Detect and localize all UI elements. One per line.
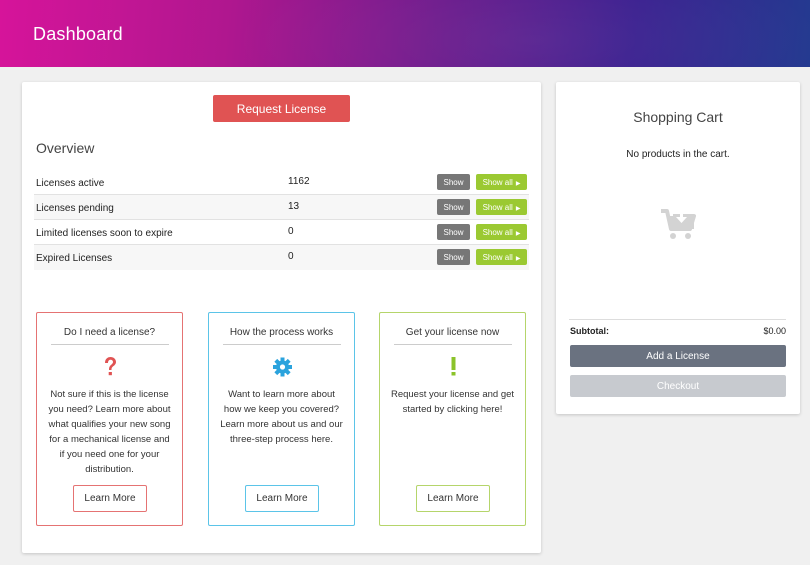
cart-title: Shopping Cart	[633, 109, 723, 125]
cart-empty-message: No products in the cart.	[626, 149, 730, 160]
gear-icon	[209, 355, 354, 379]
info-box-title: Get your license now	[405, 327, 500, 338]
row-value: 0	[288, 226, 294, 237]
row-value: 0	[288, 251, 294, 262]
divider	[394, 344, 512, 345]
exclamation-icon	[380, 355, 525, 379]
shopping-cart-panel: Shopping Cart No products in the cart. S…	[556, 82, 800, 414]
learn-more-button[interactable]: Learn More	[245, 485, 319, 512]
show-all-button[interactable]: Show all ▶	[476, 249, 527, 265]
main-card: Request License Overview Licenses active…	[22, 82, 541, 553]
info-box-title: How the process works	[229, 327, 334, 338]
question-icon	[37, 355, 182, 379]
checkout-button[interactable]: Checkout	[570, 375, 786, 397]
caret-right-icon: ▶	[515, 255, 521, 262]
row-label: Licenses active	[36, 178, 105, 189]
show-all-label: Show all	[482, 202, 513, 212]
cart-download-icon	[659, 207, 697, 241]
divider	[569, 319, 786, 320]
info-box-get-license: Get your license now Request your licens…	[379, 312, 526, 526]
caret-right-icon: ▶	[515, 205, 521, 212]
show-button[interactable]: Show	[437, 224, 470, 240]
table-row: Expired Licenses 0 Show Show all ▶	[34, 245, 529, 270]
row-value: 13	[288, 201, 300, 212]
caret-right-icon: ▶	[515, 180, 521, 187]
overview-title: Overview	[36, 140, 95, 156]
divider	[223, 344, 341, 345]
show-button[interactable]: Show	[437, 249, 470, 265]
show-all-button[interactable]: Show all ▶	[476, 174, 527, 190]
info-box-process: How the process works Want to learn mor	[208, 312, 355, 526]
info-box-text: Request your license and get started by …	[390, 389, 515, 415]
subtotal-value: $0.00	[763, 326, 786, 336]
info-box-text: Want to learn more about how we keep you…	[220, 389, 343, 445]
page-title: Dashboard	[33, 24, 123, 44]
overview-table: Licenses active 1162 Show Show all ▶ Lice…	[34, 170, 529, 270]
show-all-button[interactable]: Show all ▶	[476, 224, 527, 240]
table-row: Limited licenses soon to expire 0 Show S…	[34, 220, 529, 245]
info-box-title: Do I need a license?	[63, 327, 156, 338]
info-box-text: Not sure if this is the license you need…	[48, 389, 171, 475]
header-banner: Dashboard	[0, 0, 810, 67]
show-all-label: Show all	[482, 252, 513, 262]
row-label: Limited licenses soon to expire	[36, 228, 173, 239]
table-row: Licenses active 1162 Show Show all ▶	[34, 170, 529, 195]
table-row: Licenses pending 13 Show Show all ▶	[34, 195, 529, 220]
show-button[interactable]: Show	[437, 174, 470, 190]
add-license-button[interactable]: Add a License	[570, 345, 786, 367]
caret-right-icon: ▶	[515, 230, 521, 237]
info-box-need-license: Do I need a license? Not sure if this is…	[36, 312, 183, 526]
row-label: Expired Licenses	[36, 253, 113, 264]
show-all-button[interactable]: Show all ▶	[476, 199, 527, 215]
subtotal-label: Subtotal:	[570, 326, 609, 336]
learn-more-button[interactable]: Learn More	[416, 485, 490, 512]
show-all-label: Show all	[482, 227, 513, 237]
request-license-button[interactable]: Request License	[213, 95, 350, 122]
divider	[51, 344, 169, 345]
show-button[interactable]: Show	[437, 199, 470, 215]
show-all-label: Show all	[482, 177, 513, 187]
row-label: Licenses pending	[36, 203, 114, 214]
learn-more-button[interactable]: Learn More	[73, 485, 147, 512]
row-value: 1162	[288, 176, 310, 187]
